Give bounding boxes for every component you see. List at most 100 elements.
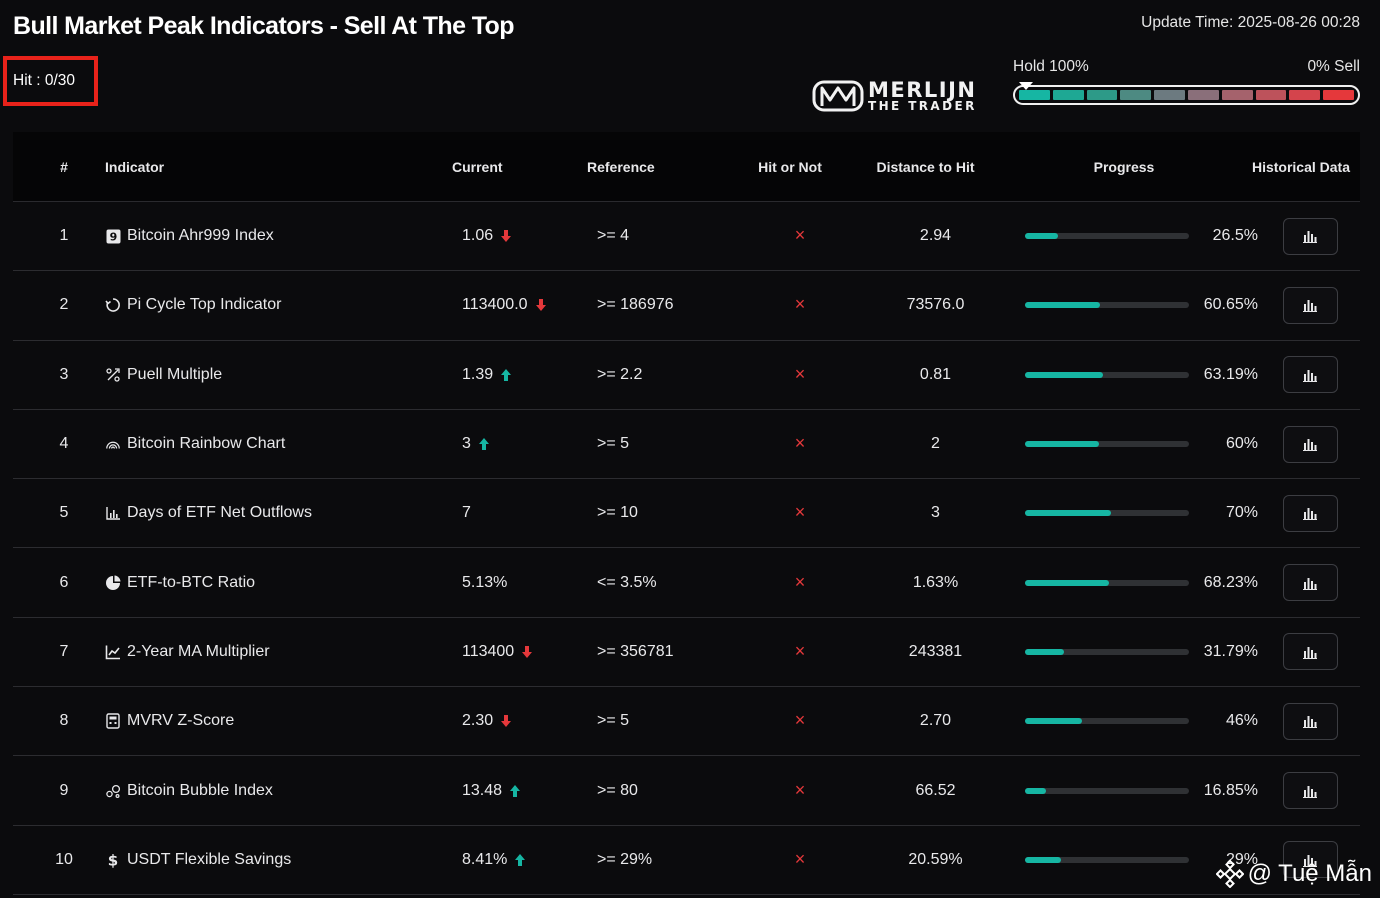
header-num: # — [60, 158, 68, 175]
bar-chart-icon — [1303, 229, 1317, 244]
progress-fill — [1025, 579, 1109, 586]
hit-status: × — [737, 295, 863, 315]
page-title: Bull Market Peak Indicators - Sell At Th… — [13, 12, 514, 40]
indicator-name: MVRV Z-Score — [127, 712, 235, 730]
indicators-table: # Indicator Current Reference Hit or Not… — [13, 132, 1360, 895]
distance-to-hit: 2 — [931, 435, 940, 453]
historical-data-button[interactable] — [1282, 702, 1338, 740]
table-row: 1 9 Bitcoin Ahr999 Index 1.06 >= 4 × 2.94 26.5% — [13, 202, 1360, 272]
gauge-hold-label: Hold 100% — [1013, 58, 1089, 75]
arrow-down-icon — [521, 645, 533, 659]
progress-bar — [1025, 648, 1189, 655]
historical-data-button[interactable] — [1282, 217, 1338, 255]
progress-percent: 60% — [1225, 435, 1258, 453]
hit-status: × — [737, 850, 863, 870]
distance-to-hit: 243381 — [908, 642, 963, 660]
gauge-segment — [1154, 90, 1185, 100]
reference-value: >= 5 — [597, 712, 630, 730]
progress-fill — [1025, 787, 1046, 794]
close-icon: × — [794, 640, 806, 661]
progress-cell: 31.79% — [1008, 643, 1260, 661]
close-icon: × — [794, 779, 806, 800]
logo-text-line1: MERLIJN — [868, 78, 977, 102]
progress-cell: 63.19% — [1008, 366, 1260, 384]
progress-cell: 68.23% — [1008, 574, 1260, 592]
table-row: 7 2-Year MA Multiplier 113400 >= 356781 × 243… — [13, 618, 1360, 688]
row-number: 8 — [59, 712, 69, 730]
close-icon: × — [794, 848, 806, 869]
gauge-pointer-icon — [1019, 82, 1033, 90]
progress-fill — [1025, 718, 1082, 725]
progress-bar — [1025, 856, 1189, 863]
current-value: 2.30 — [462, 712, 494, 730]
historical-data-button[interactable] — [1282, 564, 1338, 602]
current-value: 1.06 — [462, 227, 494, 245]
current-value-cell: 3 — [462, 435, 597, 453]
historical-data-button[interactable] — [1282, 494, 1338, 532]
close-icon: × — [794, 571, 806, 592]
current-value-cell: 5.13% — [462, 574, 597, 592]
hit-count-badge: Hit : 0/30 — [3, 56, 98, 106]
indicator-name: USDT Flexible Savings — [127, 850, 292, 868]
current-value: 1.39 — [462, 365, 494, 383]
reference-value: >= 2.2 — [597, 365, 643, 383]
current-value-cell: 8.41% — [462, 851, 597, 869]
progress-bar — [1025, 510, 1189, 517]
historical-data-cell — [1260, 841, 1360, 879]
close-icon: × — [794, 225, 806, 246]
gauge-segment — [1052, 90, 1084, 100]
progress-cell: 26.5% — [1008, 227, 1260, 245]
current-value-cell: 7 — [462, 504, 597, 522]
reference-value: <= 3.5% — [597, 573, 657, 591]
close-icon: × — [794, 710, 806, 731]
historical-data-button[interactable] — [1282, 286, 1338, 324]
indicator-name: ETF-to-BTC Ratio — [127, 573, 256, 591]
gauge-sell-label: 0% Sell — [1307, 58, 1360, 75]
historical-data-cell — [1260, 633, 1360, 671]
reference-value: >= 10 — [597, 504, 638, 522]
gauge-segment — [1120, 90, 1152, 100]
gauge-segment — [1086, 90, 1118, 100]
reference-value: >= 29% — [597, 850, 653, 868]
bar-chart-icon — [1303, 853, 1317, 867]
gauge-segment — [1221, 90, 1253, 100]
indicator-cell: 9 Bitcoin Ahr999 Index — [106, 227, 462, 245]
watermark: @ Tuệ Mẫn — [1215, 860, 1372, 888]
row-number: 3 — [59, 365, 69, 383]
current-value-cell: 13.48 — [462, 782, 597, 800]
row-number: 1 — [59, 227, 69, 245]
progress-cell: 70% — [1008, 504, 1260, 522]
bar-chart-icon — [1303, 437, 1317, 452]
historical-data-button[interactable] — [1282, 425, 1338, 463]
progress-fill — [1025, 648, 1065, 655]
progress-bar — [1025, 579, 1189, 586]
historical-data-cell — [1260, 425, 1360, 463]
distance-to-hit: 0.81 — [919, 365, 952, 383]
hit-status: × — [737, 434, 863, 454]
progress-fill — [1025, 441, 1099, 448]
historical-data-button[interactable] — [1282, 772, 1338, 810]
progress-cell: 29% — [1008, 851, 1260, 869]
distance-to-hit: 20.59% — [908, 850, 963, 868]
reference-value: >= 5 — [597, 435, 630, 453]
progress-fill — [1025, 510, 1112, 517]
header-current: Current — [452, 158, 503, 175]
historical-data-button[interactable] — [1282, 633, 1338, 671]
current-value-cell: 113400.0 — [462, 296, 597, 314]
table-row: 8 MVRV Z-Score 2.30 >= 5 × 2.70 46% — [13, 687, 1360, 757]
historical-data-button[interactable] — [1282, 841, 1338, 879]
progress-percent: 60.65% — [1203, 296, 1258, 314]
historical-data-button[interactable] — [1282, 356, 1338, 394]
close-icon: × — [794, 363, 806, 384]
progress-percent: 63.19% — [1203, 365, 1258, 383]
progress-cell: 60.65% — [1008, 296, 1260, 314]
indicator-name: Bitcoin Bubble Index — [127, 781, 273, 799]
gauge-segment — [1187, 90, 1219, 100]
table-row: 2 Pi Cycle Top Indicator 113400.0 >= 186976… — [13, 271, 1360, 341]
distance-to-hit: 3 — [931, 504, 940, 522]
reference-value: >= 186976 — [597, 296, 674, 314]
indicator-name: Bitcoin Ahr999 Index — [127, 227, 274, 245]
binance-icon — [1215, 860, 1244, 888]
progress-percent: 46% — [1225, 712, 1258, 730]
